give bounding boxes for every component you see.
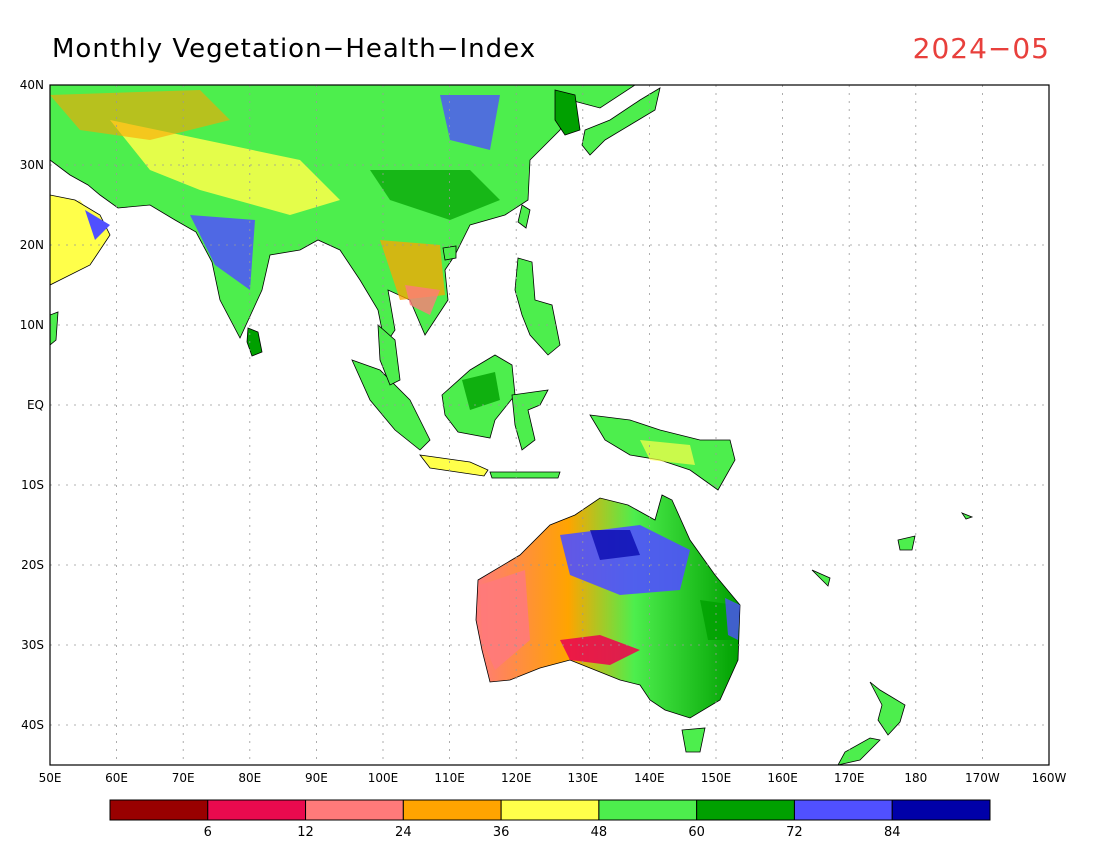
lat-label: 10S	[21, 478, 44, 492]
land-taiwan	[517, 204, 531, 229]
lon-label: 160W	[1032, 771, 1067, 785]
land-philippines	[514, 257, 561, 356]
colorbar-segment	[500, 799, 600, 821]
colorbar-label: 6	[204, 825, 212, 840]
land-tasmania	[681, 727, 706, 753]
colorbar-segment	[598, 799, 698, 821]
land-sri-lanka	[246, 327, 263, 357]
grid-lines	[50, 85, 1049, 765]
map-title: Monthly Vegetation−Health−Index	[52, 34, 537, 64]
lon-label: 150E	[701, 771, 732, 785]
lat-label: EQ	[27, 398, 44, 412]
land-nz-north	[869, 681, 906, 736]
colorbar-segment	[402, 799, 502, 821]
latitude-labels: 40N 30N 20N 10N EQ 10S 20S 30S 40S	[20, 78, 44, 732]
lon-label: 170W	[965, 771, 1000, 785]
colorbar-segment	[109, 799, 209, 821]
lon-label: 110E	[434, 771, 465, 785]
land-java	[419, 454, 489, 477]
colorbar-segment	[891, 799, 991, 821]
map-frame	[49, 84, 1050, 766]
colorbar-label: 60	[688, 825, 705, 840]
lon-label: 60E	[105, 771, 128, 785]
colorbar-label: 72	[786, 825, 803, 840]
lon-label: 170E	[834, 771, 865, 785]
lat-label: 10N	[20, 318, 44, 332]
lon-label: 180	[904, 771, 927, 785]
land-korea	[554, 89, 581, 136]
land-nz-south	[837, 737, 881, 765]
longitude-labels: 50E 60E 70E 80E 90E 100E 110E 120E 130E 140E 150E 1…	[39, 771, 1067, 785]
lon-label: 130E	[568, 771, 599, 785]
lon-label: 70E	[172, 771, 195, 785]
land-arabia	[50, 194, 111, 286]
lon-label: 160E	[767, 771, 798, 785]
colorbar-label: 36	[493, 825, 510, 840]
lon-label: 140E	[634, 771, 665, 785]
land-sumatra	[351, 359, 431, 451]
lon-label: 50E	[39, 771, 62, 785]
colorbar-segment	[696, 799, 795, 821]
lat-label: 40N	[20, 78, 44, 92]
colorbar-segment	[793, 799, 893, 821]
lat-label: 20N	[20, 238, 44, 252]
colorbar: 6 12 24 36 48 60 72 84	[109, 799, 991, 840]
map-date: 2024−05	[912, 32, 1050, 65]
colorbar-segment	[305, 799, 404, 821]
map-land	[50, 85, 974, 765]
lon-label: 90E	[305, 771, 328, 785]
lat-label: 30S	[21, 638, 44, 652]
lon-label: 120E	[501, 771, 532, 785]
lat-label: 40S	[21, 718, 44, 732]
colorbar-label: 48	[591, 825, 608, 840]
lat-label: 30N	[20, 158, 44, 172]
lon-label: 100E	[368, 771, 399, 785]
lon-label: 80E	[238, 771, 261, 785]
colorbar-label: 84	[884, 825, 901, 840]
colorbar-label: 24	[395, 825, 412, 840]
lat-label: 20S	[21, 558, 44, 572]
colorbar-segment	[207, 799, 307, 821]
land-japan	[581, 87, 661, 156]
colorbar-label: 12	[297, 825, 314, 840]
land-sulawesi	[511, 389, 549, 451]
patch-himalaya	[110, 120, 340, 215]
